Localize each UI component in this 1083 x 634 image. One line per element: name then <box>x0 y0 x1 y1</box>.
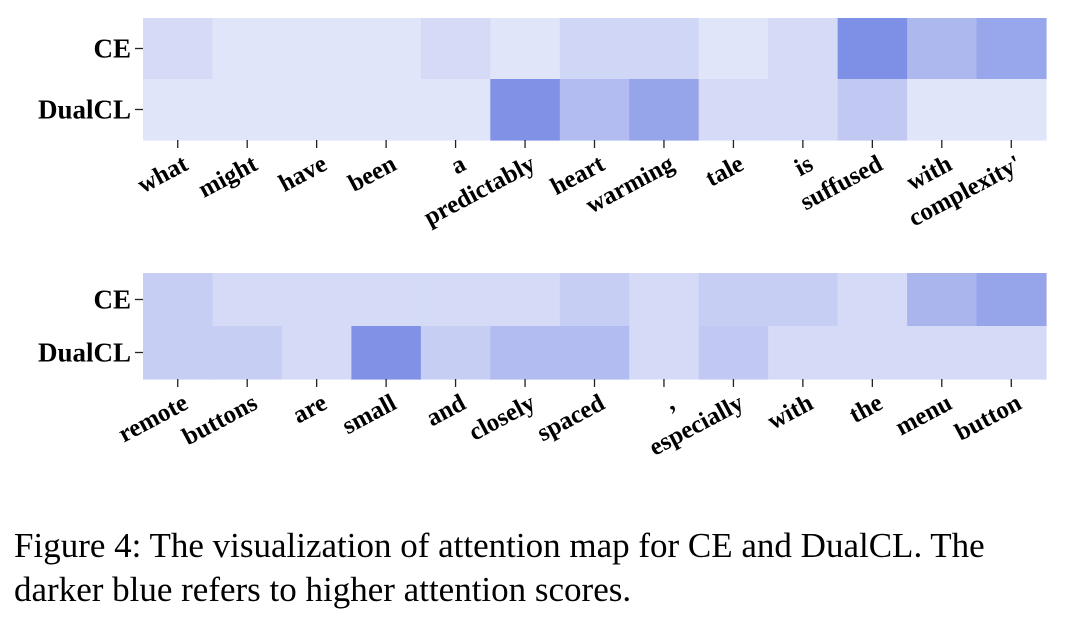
heatmap-cell <box>420 18 491 80</box>
heatmap-cell <box>976 18 1047 80</box>
heatmap-cell <box>559 273 630 327</box>
row-label: CE <box>93 285 131 315</box>
heatmap-cell <box>976 326 1047 380</box>
heatmap-cell <box>351 79 422 141</box>
heatmap-cell <box>629 18 700 80</box>
heatmap-cell <box>698 273 769 327</box>
token-label: might <box>194 150 262 203</box>
token-label: predictably <box>420 150 541 231</box>
heatmap-cell <box>281 273 352 327</box>
heatmap-cell <box>698 18 769 80</box>
token-label: a <box>447 150 471 180</box>
row-label: DualCL <box>38 95 131 125</box>
heatmap-cell <box>351 18 422 80</box>
token-label: and <box>422 389 470 432</box>
token-label: small <box>338 389 401 440</box>
heatmap-cell <box>143 326 214 380</box>
token-label: are <box>288 389 331 429</box>
heatmap-cell <box>907 273 978 327</box>
heatmap-cell <box>907 79 978 141</box>
figure-caption: Figure 4: The visualization of attention… <box>14 524 1074 612</box>
heatmap-cell <box>490 273 561 327</box>
heatmap-cell <box>698 79 769 141</box>
heatmap-cell <box>212 79 283 141</box>
token-label: spaced <box>533 389 610 447</box>
heatmap-cell <box>143 18 214 80</box>
token-label: what <box>133 150 193 199</box>
heatmap-cell <box>420 326 491 380</box>
heatmap-cell <box>281 326 352 380</box>
token-label: closely <box>465 389 541 446</box>
token-label: tale <box>701 150 748 192</box>
attention-heatmap-figure: CE DualCL what might have been a predictably hea… <box>38 18 1047 461</box>
row-label: CE <box>93 34 131 64</box>
heatmap-cell <box>698 326 769 380</box>
heatmap-cell <box>837 326 908 380</box>
row-label: DualCL <box>38 338 131 368</box>
heatmap-cell <box>490 18 561 80</box>
heatmap-cell <box>768 18 839 80</box>
heatmap-cell <box>143 79 214 141</box>
token-label: menu <box>891 389 956 441</box>
heatmap-cell <box>837 79 908 141</box>
heatmap-cell <box>768 273 839 327</box>
token-label: buttons <box>178 389 262 451</box>
heatmap-cell <box>351 273 422 327</box>
heatmap-cell <box>490 79 561 141</box>
heatmap-cell <box>629 79 700 141</box>
heatmap-cell <box>212 326 283 380</box>
heatmap-cell <box>768 79 839 141</box>
token-label: is <box>790 150 818 182</box>
heatmap-cell <box>837 273 908 327</box>
token-label: remote <box>114 389 192 448</box>
heatmap-cell <box>281 18 352 80</box>
heatmap-cell <box>976 79 1047 141</box>
heatmap-cell <box>351 326 422 380</box>
heatmap-cell <box>143 273 214 327</box>
heatmap-cell <box>490 326 561 380</box>
heatmap-cell <box>559 18 630 80</box>
heatmap-cell <box>281 79 352 141</box>
heatmap-cell <box>420 79 491 141</box>
heatmap-cell <box>837 18 908 80</box>
token-label: the <box>845 389 887 428</box>
heatmap-cell <box>629 326 700 380</box>
heatmap-cell <box>420 273 491 327</box>
caption-line-1: Figure 4: The visualization of attention… <box>14 526 985 565</box>
token-label: have <box>275 150 332 197</box>
heatmap-cell <box>907 326 978 380</box>
heatmap-cell <box>559 79 630 141</box>
heatmap-cell <box>212 273 283 327</box>
token-label: especially <box>645 389 749 461</box>
token-label: , <box>660 389 678 416</box>
token-label: been <box>344 150 401 197</box>
caption-line-2: darker blue refers to higher attention s… <box>14 570 632 609</box>
token-label: button <box>951 389 1026 446</box>
heatmap-cell <box>212 18 283 80</box>
heatmap-cell <box>976 273 1047 327</box>
token-label: with <box>763 389 817 435</box>
heatmap-cell <box>768 326 839 380</box>
heatmap-cell <box>559 326 630 380</box>
heatmap-cell <box>907 18 978 80</box>
heatmap-cell <box>629 273 700 327</box>
